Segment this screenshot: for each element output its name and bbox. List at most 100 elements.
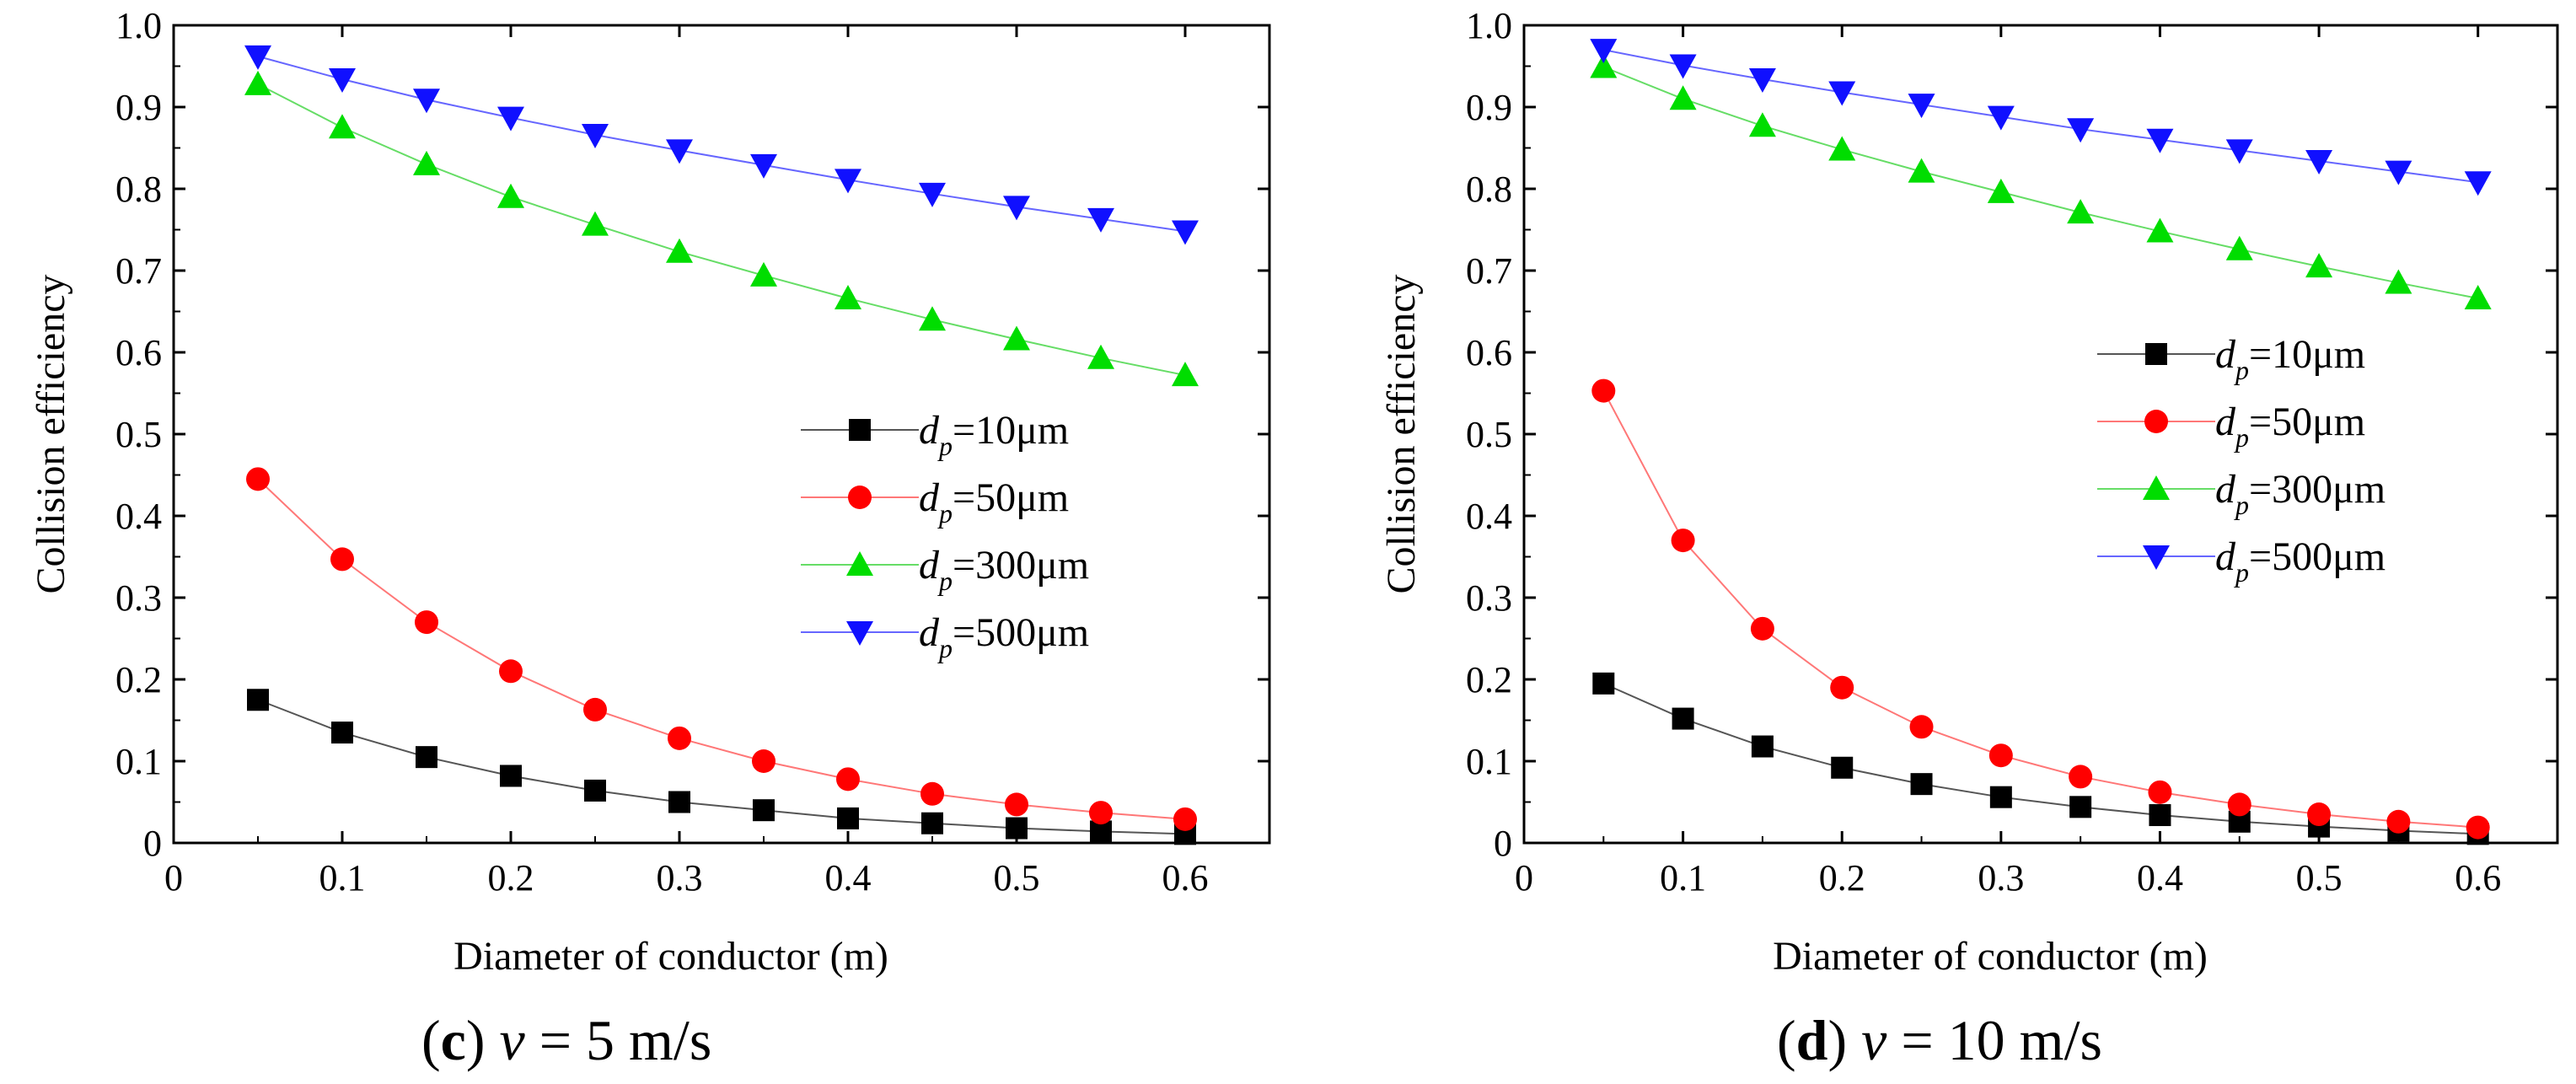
series-line (1602, 682, 2478, 835)
data-point (752, 749, 775, 773)
x-tick-label: 0.1 (1660, 857, 1706, 899)
y-tick-label: 0 (1494, 823, 1512, 864)
y-tick-label: 0.6 (1466, 332, 1512, 373)
series-line (257, 83, 1186, 377)
data-point (1830, 675, 1854, 700)
data-point (244, 70, 271, 95)
legend-subscript: p (937, 431, 953, 461)
data-point (1748, 68, 1776, 94)
data-point (413, 89, 440, 114)
data-point (416, 746, 437, 769)
y-tick-label: 0.5 (1466, 414, 1512, 455)
data-point (2386, 809, 2411, 834)
y-tick-label: 0.3 (1466, 577, 1512, 619)
x-tick-label: 0.1 (319, 857, 366, 899)
data-point (1988, 743, 2013, 768)
legend-entry: dp=50μm (919, 475, 1069, 529)
data-point (2146, 217, 2174, 243)
data-point (2148, 780, 2172, 804)
legend-marker (2145, 343, 2167, 365)
series-line (1602, 390, 2478, 829)
legend-marker (848, 486, 872, 509)
data-point (499, 659, 523, 684)
legend-marker (2143, 545, 2170, 570)
data-point (753, 799, 775, 822)
legend-subscript: p (937, 633, 953, 663)
series-line (257, 55, 1186, 233)
x-tick-label: 0.6 (1162, 857, 1209, 899)
y-tick-label: 1.0 (1466, 5, 1512, 46)
legend-entry: dp=300μm (2215, 467, 2385, 520)
data-point (2146, 128, 2174, 153)
data-point (1908, 94, 1935, 119)
data-point (1989, 786, 2012, 808)
data-point (329, 68, 356, 94)
data-point (1005, 792, 1028, 817)
data-point (329, 114, 356, 139)
data-point (1908, 158, 1935, 183)
legend-d: d (919, 408, 940, 453)
data-point (1750, 616, 1774, 641)
y-tick-label: 0.4 (1466, 496, 1512, 537)
data-point (2307, 802, 2332, 827)
series-line (1602, 66, 2478, 299)
data-point (836, 767, 860, 792)
legend-subscript: p (2234, 490, 2249, 520)
x-tick-label: 0.2 (1819, 857, 1865, 899)
data-point (2225, 235, 2253, 260)
data-point (2305, 253, 2333, 278)
y-axis-label: Collision efficiency (1379, 274, 1424, 593)
data-point (1828, 136, 1856, 161)
data-point (246, 467, 270, 491)
legend-entry: dp=500μm (2215, 534, 2385, 588)
y-tick-label: 0.1 (115, 741, 162, 782)
x-axis-label: Diameter of conductor (m) (1773, 934, 2208, 979)
data-point (2069, 796, 2092, 818)
y-tick-label: 0.5 (115, 414, 162, 455)
caption-c: (c) ν = 5 m/s (421, 1008, 712, 1072)
y-tick-label: 0.2 (1466, 659, 1512, 700)
data-point (2464, 171, 2492, 196)
x-tick-label: 0.4 (825, 857, 872, 899)
y-tick-label: 0.6 (115, 332, 162, 373)
series-triangle-up (1590, 53, 2492, 309)
data-point (1669, 85, 1697, 110)
x-tick-label: 0.3 (1978, 857, 2024, 899)
data-point (1003, 196, 1030, 221)
y-tick-label: 0.7 (115, 250, 162, 292)
data-point (2466, 815, 2490, 840)
data-point (2225, 139, 2253, 164)
legend-marker (849, 419, 871, 441)
y-tick-label: 0.9 (1466, 87, 1512, 128)
legend-marker (846, 551, 873, 576)
data-point (584, 779, 606, 802)
data-point (415, 610, 438, 635)
data-point (1087, 207, 1114, 233)
y-tick-label: 0.9 (115, 87, 162, 128)
chart-c-svg: 0 0.1 0.2 0.3 0.4 0.5 0.6 0 0.1 0.2 0.3 0.4 0.5 0.6 0.… (29, 5, 1271, 979)
legend-subscript: p (2234, 422, 2249, 453)
legend-marker (2144, 410, 2168, 433)
x-tick-label: 0.5 (2296, 857, 2343, 899)
series-circle (246, 467, 1197, 831)
x-tick-label: 0.2 (488, 857, 534, 899)
x-tick-label: 0 (1515, 857, 1533, 899)
data-point (668, 726, 691, 750)
legend-subscript: p (2234, 557, 2249, 588)
data-point (1089, 801, 1113, 825)
data-point (413, 150, 440, 175)
data-point (1910, 773, 1933, 796)
data-point (2305, 150, 2333, 175)
data-point (1987, 178, 2015, 203)
data-point (1672, 707, 1694, 730)
data-point (666, 139, 693, 164)
legend-value: =10μm (953, 408, 1069, 453)
data-point (1590, 39, 1618, 64)
data-point (835, 169, 861, 194)
y-tick-label: 0.8 (1466, 169, 1512, 210)
data-point (1087, 344, 1114, 369)
legend-d: d (2215, 400, 2236, 444)
series-square (247, 689, 1196, 845)
